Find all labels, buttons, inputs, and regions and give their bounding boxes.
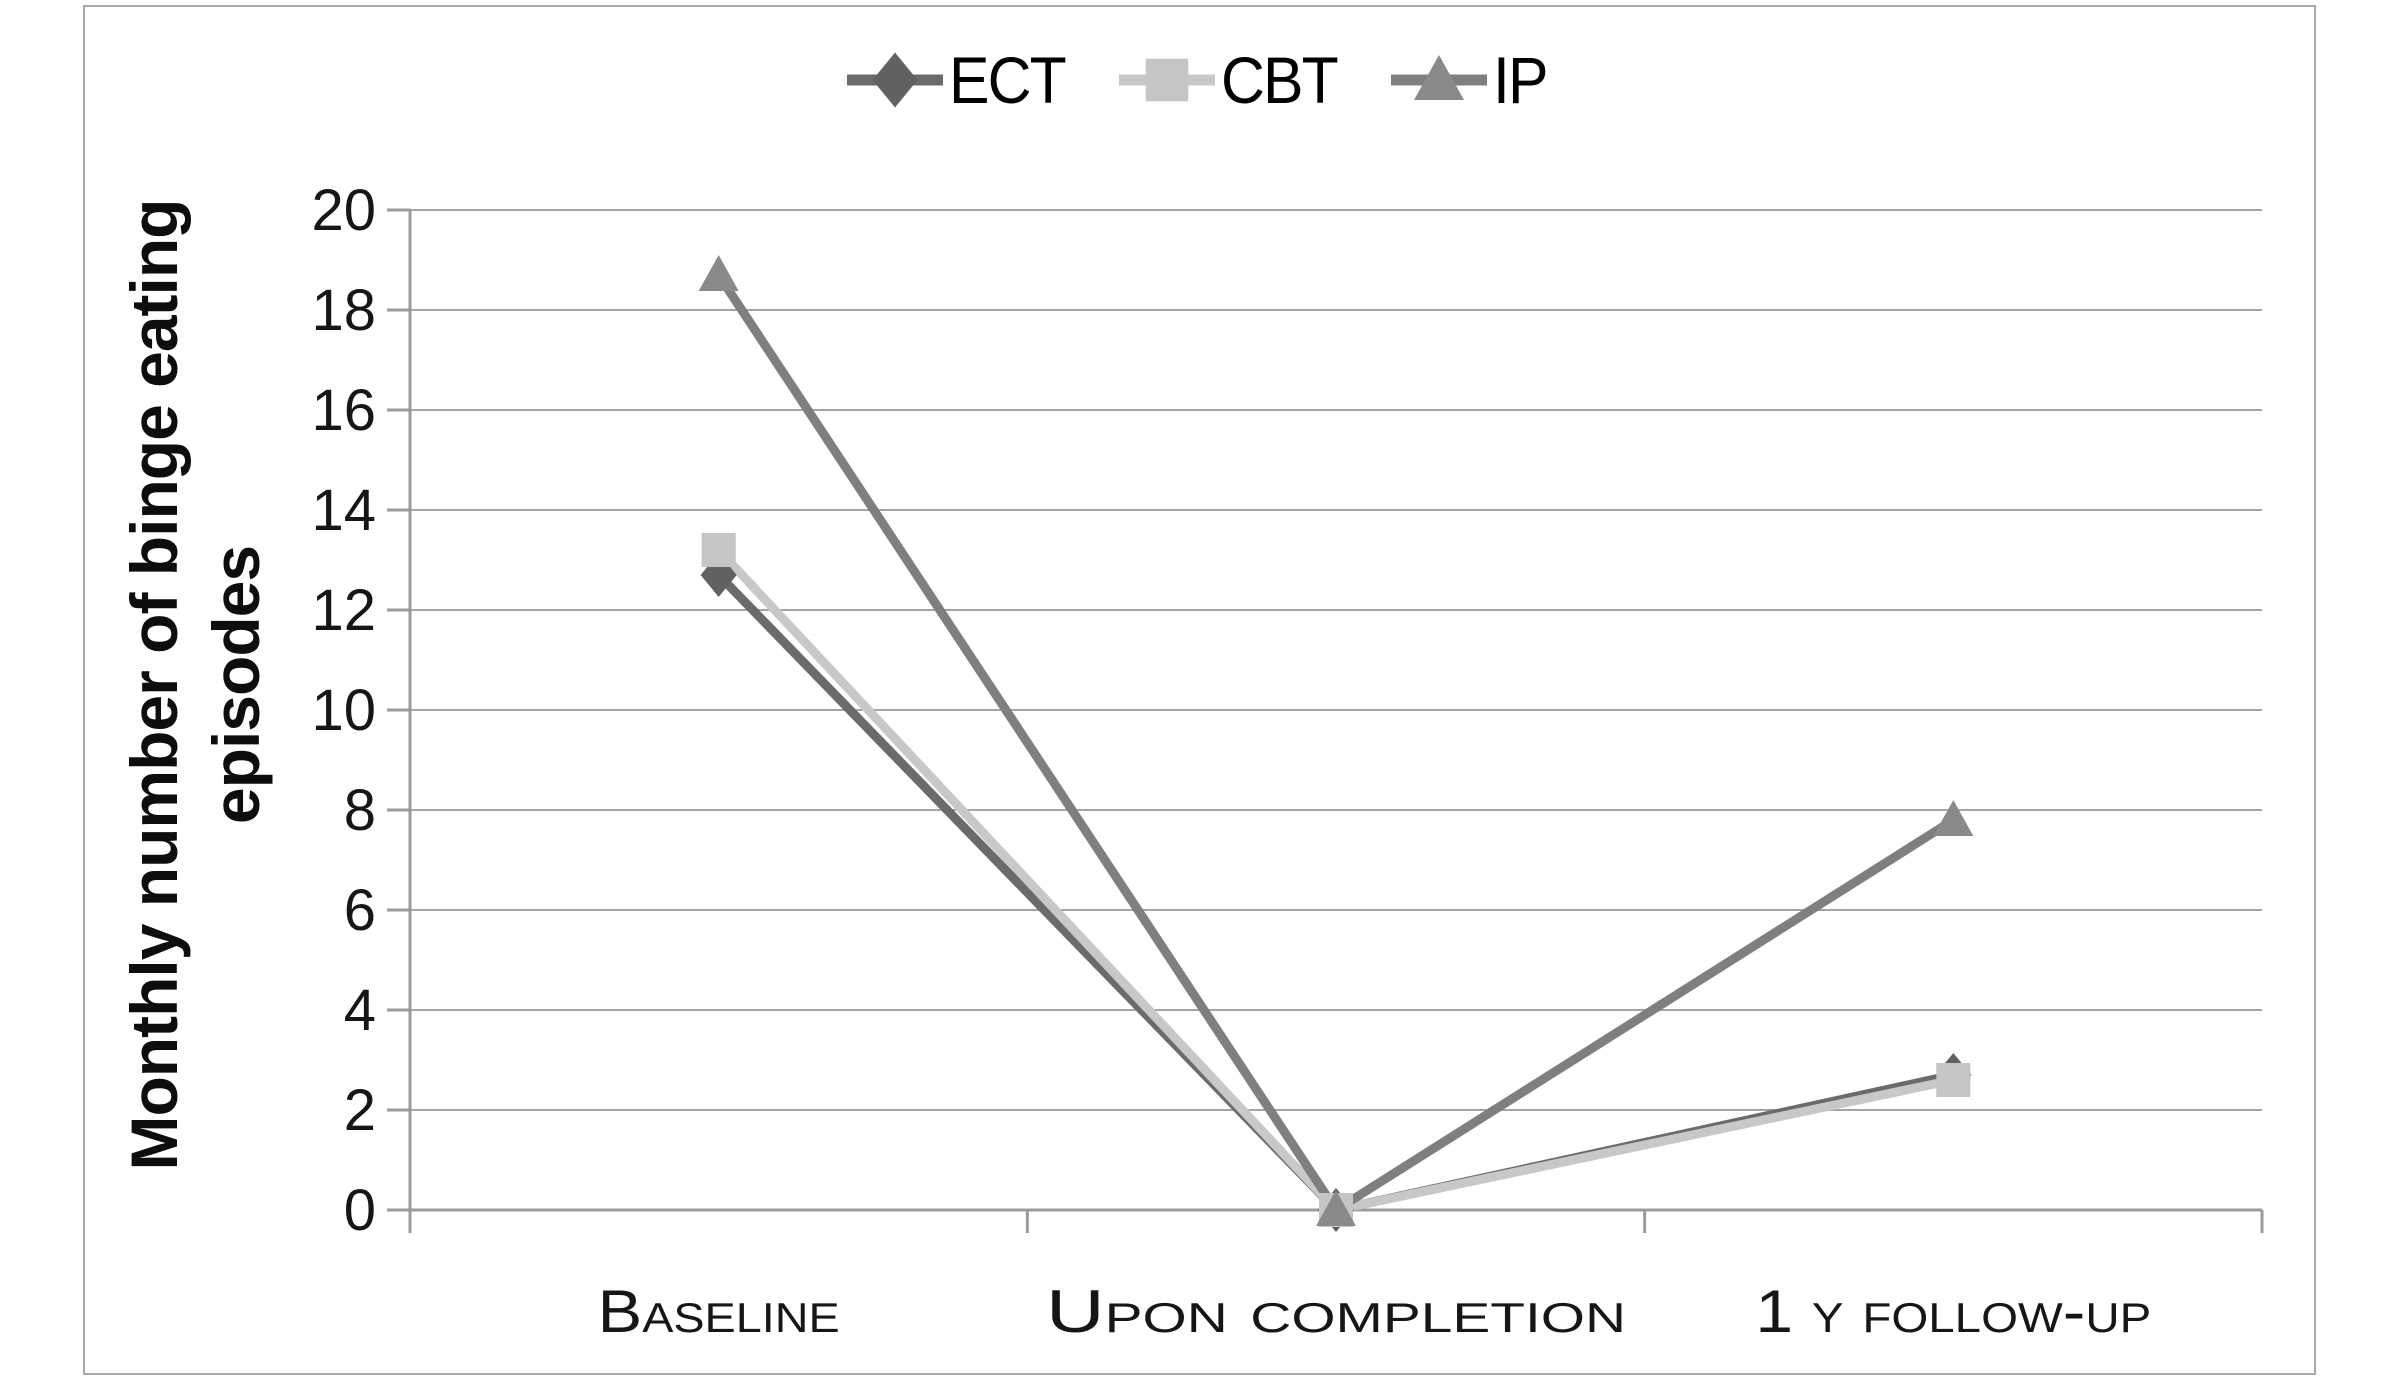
legend-diamond-icon — [847, 52, 944, 108]
y-tick-label: 10 — [311, 678, 376, 743]
marker-triangle-ip — [1933, 800, 1974, 836]
x-category-label-1: Baseline — [598, 1278, 840, 1345]
y-tick-label: 12 — [311, 578, 376, 643]
marker-triangle-ip — [698, 255, 739, 291]
legend-item-cbt: CBT — [1119, 42, 1347, 118]
x-category-label-3: 1 y follow-up — [1755, 1278, 2151, 1345]
legend-label-cbt: CBT — [1221, 43, 1339, 117]
chart-border — [83, 5, 2316, 1375]
y-tick-label: 8 — [344, 778, 376, 843]
legend-item-ect: ECT — [847, 42, 1075, 118]
legend-item-ip: IP — [1391, 42, 1551, 118]
y-tick-label: 18 — [311, 278, 376, 343]
legend-square-icon — [1119, 58, 1216, 102]
legend-triangle-icon — [1391, 55, 1488, 100]
y-tick-label: 14 — [311, 478, 376, 543]
legend-marker-square — [1146, 58, 1189, 102]
y-tick-label: 6 — [344, 878, 376, 943]
y-tick-label: 20 — [311, 178, 376, 243]
marker-square-cbt — [701, 533, 736, 567]
legend: ECT CBT IP — [83, 28, 2316, 132]
y-tick-label: 16 — [311, 378, 376, 443]
y-tick-label: 2 — [344, 1078, 376, 1143]
legend-marker-diamond — [872, 52, 918, 108]
legend-marker-triangle — [1414, 55, 1465, 100]
legend-label-ip: IP — [1493, 43, 1549, 117]
marker-triangle-ip — [1316, 1190, 1356, 1226]
legend-label-ect: ECT — [949, 43, 1067, 117]
marker-square-cbt — [1936, 1063, 1971, 1097]
y-tick-label: 4 — [344, 978, 376, 1043]
x-category-label-2: Upon completion — [1046, 1278, 1626, 1345]
y-tick-label: 0 — [344, 1178, 376, 1243]
